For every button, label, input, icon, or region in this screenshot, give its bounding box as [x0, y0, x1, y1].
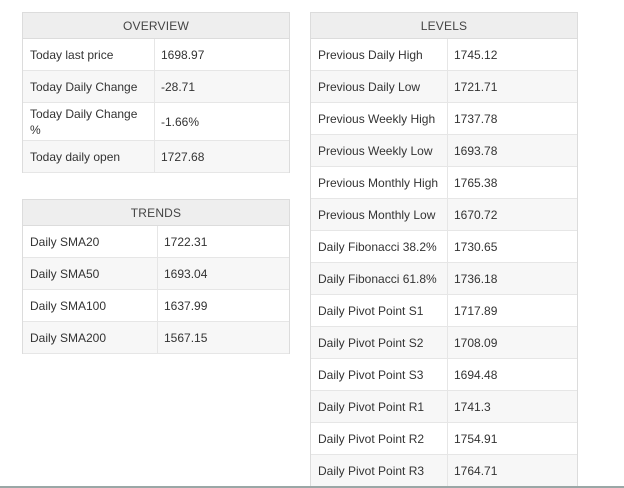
row-value: -1.66% — [154, 102, 289, 141]
table-row: Daily SMA20 1722.31 — [23, 226, 289, 258]
table-row: Daily Pivot Point S3 1694.48 — [311, 358, 577, 391]
row-value: 1567.15 — [157, 321, 289, 354]
row-label: Daily Pivot Point R2 — [311, 422, 448, 455]
row-label: Daily Pivot Point R3 — [311, 454, 448, 486]
row-label: Daily Fibonacci 38.2% — [311, 230, 448, 263]
table-row: Daily Fibonacci 38.2% 1730.65 — [311, 230, 577, 263]
row-label: Previous Daily Low — [311, 70, 448, 103]
row-label: Daily SMA200 — [23, 321, 158, 354]
trends-title: TRENDS — [23, 199, 289, 226]
overview-panel: OVERVIEW Today last price 1698.97 Today … — [22, 12, 290, 173]
row-value: 1730.65 — [447, 230, 577, 263]
table-row: Daily Pivot Point R3 1764.71 — [311, 454, 577, 486]
row-label: Previous Weekly High — [311, 102, 448, 135]
row-value: 1694.48 — [447, 358, 577, 391]
table-row: Daily Pivot Point S1 1717.89 — [311, 294, 577, 327]
row-value: 1754.91 — [447, 422, 577, 455]
levels-title: LEVELS — [311, 12, 577, 39]
row-label: Daily SMA100 — [23, 289, 158, 322]
table-row: Today Daily Change % -1.66% — [23, 102, 289, 141]
row-value: 1727.68 — [154, 140, 289, 173]
row-value: -28.71 — [154, 70, 289, 103]
levels-table: Previous Daily High 1745.12 Previous Dai… — [311, 39, 577, 486]
trends-table: Daily SMA20 1722.31 Daily SMA50 1693.04 … — [23, 226, 289, 354]
row-label: Daily Pivot Point R1 — [311, 390, 448, 423]
row-value: 1737.78 — [447, 102, 577, 135]
table-row: Previous Weekly Low 1693.78 — [311, 134, 577, 167]
row-label: Previous Daily High — [311, 39, 448, 71]
row-label: Daily Pivot Point S2 — [311, 326, 448, 359]
table-row: Daily Pivot Point S2 1708.09 — [311, 326, 577, 359]
table-row: Today daily open 1727.68 — [23, 140, 289, 173]
trends-panel: TRENDS Daily SMA20 1722.31 Daily SMA50 1… — [22, 199, 290, 354]
table-row: Previous Monthly High 1765.38 — [311, 166, 577, 199]
row-label: Today last price — [23, 39, 155, 71]
row-label: Daily Pivot Point S3 — [311, 358, 448, 391]
table-row: Daily SMA50 1693.04 — [23, 257, 289, 290]
row-value: 1745.12 — [447, 39, 577, 71]
table-row: Today Daily Change -28.71 — [23, 70, 289, 103]
overview-title: OVERVIEW — [23, 12, 289, 39]
row-label: Today Daily Change — [23, 70, 155, 103]
row-label: Daily SMA20 — [23, 226, 158, 258]
table-row: Daily SMA200 1567.15 — [23, 321, 289, 354]
row-label: Previous Monthly Low — [311, 198, 448, 231]
row-value: 1765.38 — [447, 166, 577, 199]
overview-table: Today last price 1698.97 Today Daily Cha… — [23, 39, 289, 173]
row-value: 1698.97 — [154, 39, 289, 71]
row-label: Previous Weekly Low — [311, 134, 448, 167]
row-value: 1736.18 — [447, 262, 577, 295]
table-row: Previous Weekly High 1737.78 — [311, 102, 577, 135]
row-value: 1717.89 — [447, 294, 577, 327]
table-row: Daily Fibonacci 61.8% 1736.18 — [311, 262, 577, 295]
table-row: Daily Pivot Point R2 1754.91 — [311, 422, 577, 455]
row-label: Today Daily Change % — [23, 102, 155, 141]
row-value: 1741.3 — [447, 390, 577, 423]
row-value: 1721.71 — [447, 70, 577, 103]
row-value: 1764.71 — [447, 454, 577, 486]
row-label: Daily Fibonacci 61.8% — [311, 262, 448, 295]
row-value: 1708.09 — [447, 326, 577, 359]
row-value: 1722.31 — [157, 226, 289, 258]
table-row: Daily SMA100 1637.99 — [23, 289, 289, 322]
row-value: 1693.78 — [447, 134, 577, 167]
bottom-divider — [0, 486, 624, 488]
row-value: 1670.72 — [447, 198, 577, 231]
levels-panel: LEVELS Previous Daily High 1745.12 Previ… — [310, 12, 578, 486]
row-label: Previous Monthly High — [311, 166, 448, 199]
row-value: 1693.04 — [157, 257, 289, 290]
table-row: Previous Daily High 1745.12 — [311, 39, 577, 71]
table-row: Today last price 1698.97 — [23, 39, 289, 71]
row-label: Today daily open — [23, 140, 155, 173]
table-row: Daily Pivot Point R1 1741.3 — [311, 390, 577, 423]
table-row: Previous Daily Low 1721.71 — [311, 70, 577, 103]
row-label: Daily Pivot Point S1 — [311, 294, 448, 327]
row-label: Daily SMA50 — [23, 257, 158, 290]
row-value: 1637.99 — [157, 289, 289, 322]
table-row: Previous Monthly Low 1670.72 — [311, 198, 577, 231]
